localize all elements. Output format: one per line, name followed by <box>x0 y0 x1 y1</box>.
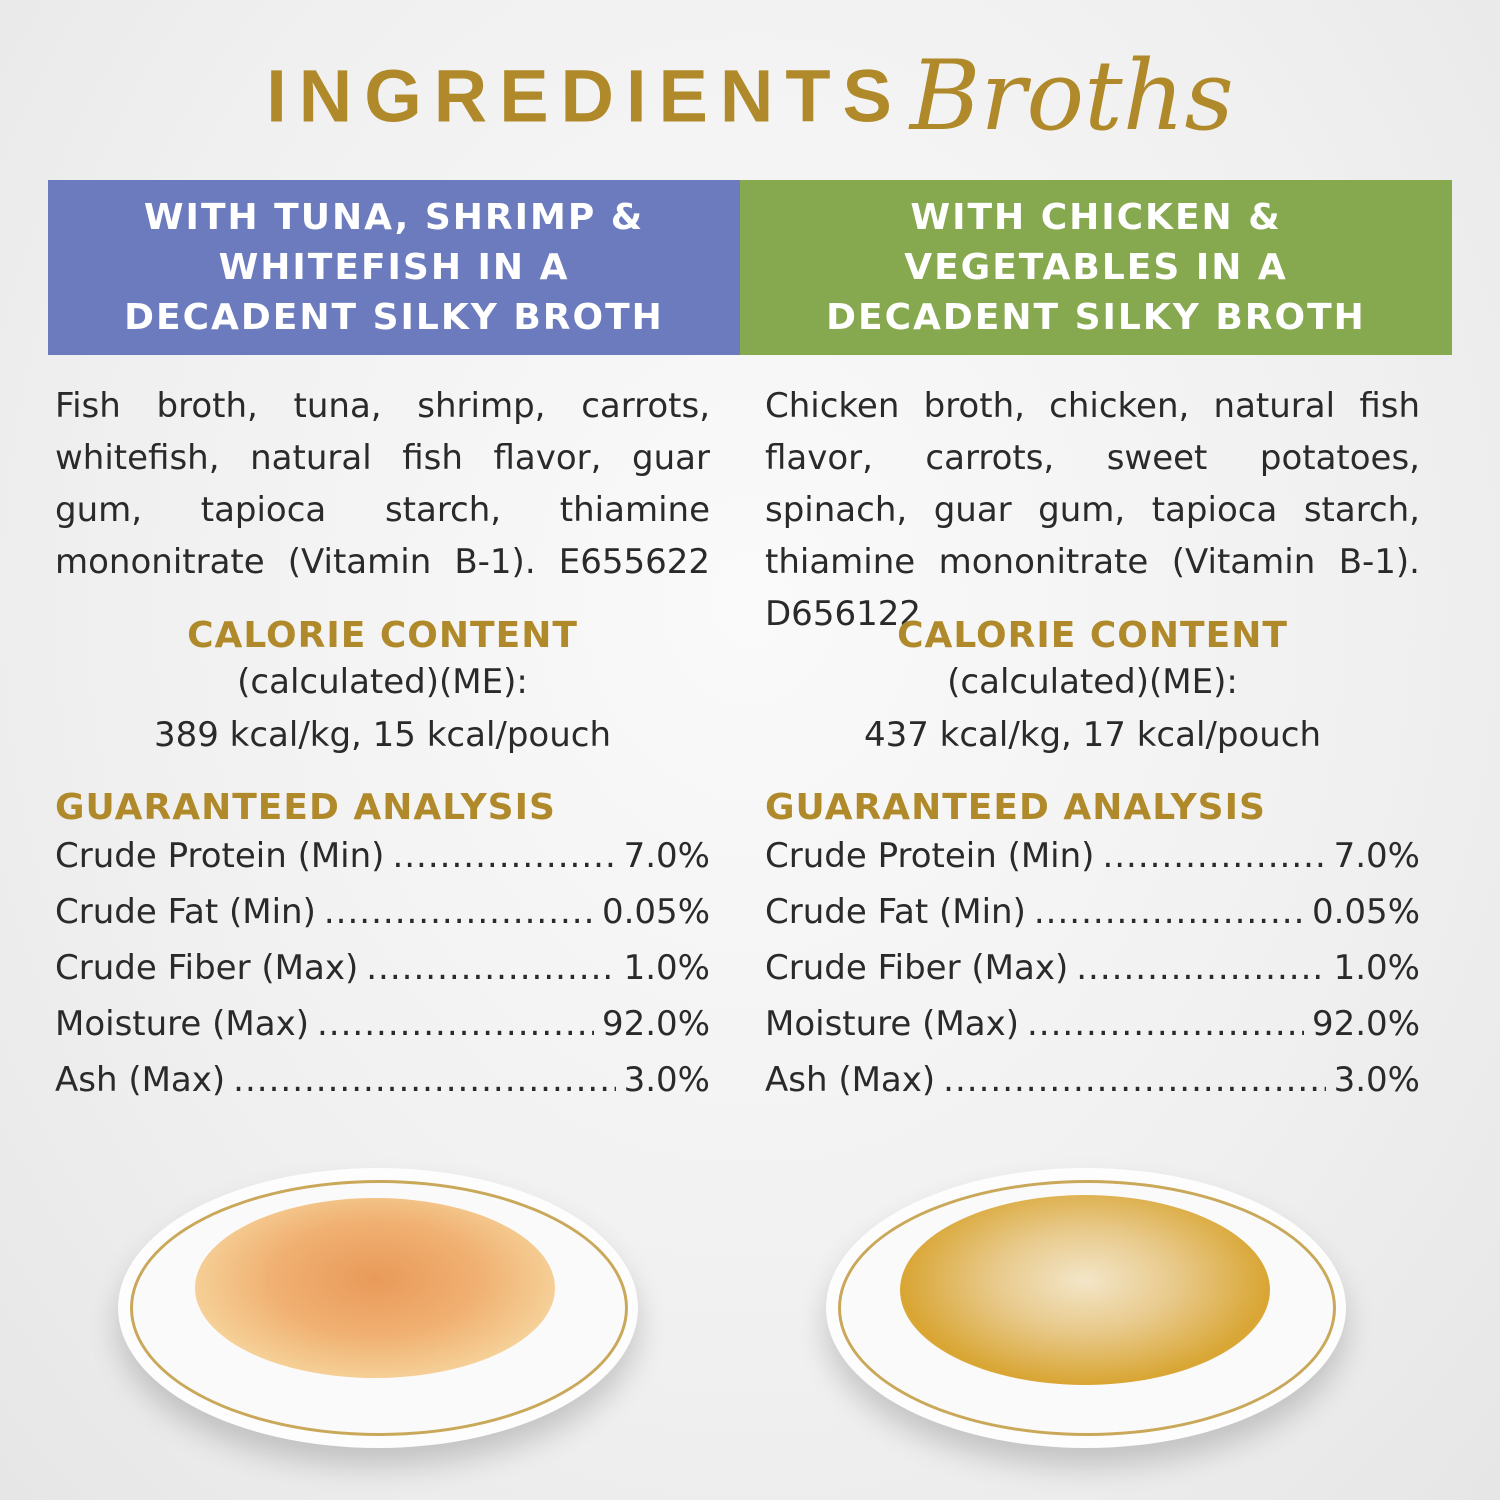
calorie-basis: (calculated)(ME): <box>947 662 1238 702</box>
analysis-value: 7.0% <box>1333 836 1420 876</box>
analysis-row: Ash (Max) 3.0% <box>765 1052 1420 1108</box>
calorie-heading: CALORIE CONTENT <box>187 615 578 656</box>
analysis-value: 0.05% <box>601 892 710 932</box>
analysis-value: 1.0% <box>623 948 710 988</box>
analysis-label: Moisture (Max) <box>765 1004 1019 1044</box>
banner-chicken: WITH CHICKEN & VEGETABLES IN A DECADENT … <box>740 180 1452 355</box>
calorie-basis: (calculated)(ME): <box>237 662 528 702</box>
dot-leader <box>233 1052 615 1108</box>
analysis-label: Ash (Max) <box>55 1060 226 1100</box>
analysis-row: Moisture (Max) 92.0% <box>55 996 710 1052</box>
analysis-heading: GUARANTEED ANALYSIS <box>55 787 556 828</box>
dot-leader <box>392 828 615 884</box>
page-title: INGREDIENTSBroths <box>0 40 1500 152</box>
dot-leader <box>1102 828 1325 884</box>
analysis-row: Crude Protein (Min) 7.0% <box>765 828 1420 884</box>
title-main: INGREDIENTS <box>266 54 904 138</box>
analysis-value: 0.05% <box>1311 892 1420 932</box>
analysis-row: Crude Fat (Min) 0.05% <box>765 884 1420 940</box>
analysis-label: Crude Protein (Min) <box>765 836 1095 876</box>
analysis-row: Crude Fat (Min) 0.05% <box>55 884 710 940</box>
ingredients-text: Chicken broth, chicken, natural fish fla… <box>765 386 1420 634</box>
dot-leader <box>1034 884 1304 940</box>
analysis-value: 3.0% <box>1333 1060 1420 1100</box>
analysis-label: Crude Fat (Min) <box>765 892 1026 932</box>
analysis-row: Crude Fiber (Max) 1.0% <box>55 940 710 996</box>
analysis-heading: GUARANTEED ANALYSIS <box>765 787 1266 828</box>
analysis-value: 92.0% <box>601 1004 710 1044</box>
dot-leader <box>366 940 615 996</box>
dot-leader <box>943 1052 1325 1108</box>
analysis-row: Crude Protein (Min) 7.0% <box>55 828 710 884</box>
analysis-label: Crude Fiber (Max) <box>55 948 359 988</box>
analysis-row: Crude Fiber (Max) 1.0% <box>765 940 1420 996</box>
analysis-label: Ash (Max) <box>765 1060 936 1100</box>
analysis-value: 3.0% <box>623 1060 710 1100</box>
analysis-label: Moisture (Max) <box>55 1004 309 1044</box>
analysis-value: 7.0% <box>623 836 710 876</box>
calorie-values: 389 kcal/kg, 15 kcal/pouch <box>153 715 612 755</box>
calorie-values: 437 kcal/kg, 17 kcal/pouch <box>863 715 1322 755</box>
analysis-label: Crude Fiber (Max) <box>765 948 1069 988</box>
dot-leader <box>1027 996 1304 1052</box>
analysis-label: Crude Protein (Min) <box>55 836 385 876</box>
analysis-value: 1.0% <box>1333 948 1420 988</box>
banner-text: WITH TUNA, SHRIMP & WHITEFISH IN A DECAD… <box>124 196 664 338</box>
title-script: Broths <box>909 40 1234 152</box>
dot-leader <box>317 996 594 1052</box>
product-column-chicken: Chicken broth, chicken, natural fish fla… <box>765 380 1420 1108</box>
banner-tuna: WITH TUNA, SHRIMP & WHITEFISH IN A DECAD… <box>48 180 740 355</box>
analysis-row: Ash (Max) 3.0% <box>55 1052 710 1108</box>
calorie-heading: CALORIE CONTENT <box>897 615 1288 656</box>
ingredients-text: Fish broth, tuna, shrimp, carrots, white… <box>55 386 710 582</box>
banner-text: WITH CHICKEN & VEGETABLES IN A DECADENT … <box>826 196 1366 338</box>
dot-leader <box>324 884 594 940</box>
product-column-tuna: Fish broth, tuna, shrimp, carrots, white… <box>55 380 710 1108</box>
analysis-value: 92.0% <box>1311 1004 1420 1044</box>
dot-leader <box>1076 940 1325 996</box>
analysis-row: Moisture (Max) 92.0% <box>765 996 1420 1052</box>
analysis-label: Crude Fat (Min) <box>55 892 316 932</box>
